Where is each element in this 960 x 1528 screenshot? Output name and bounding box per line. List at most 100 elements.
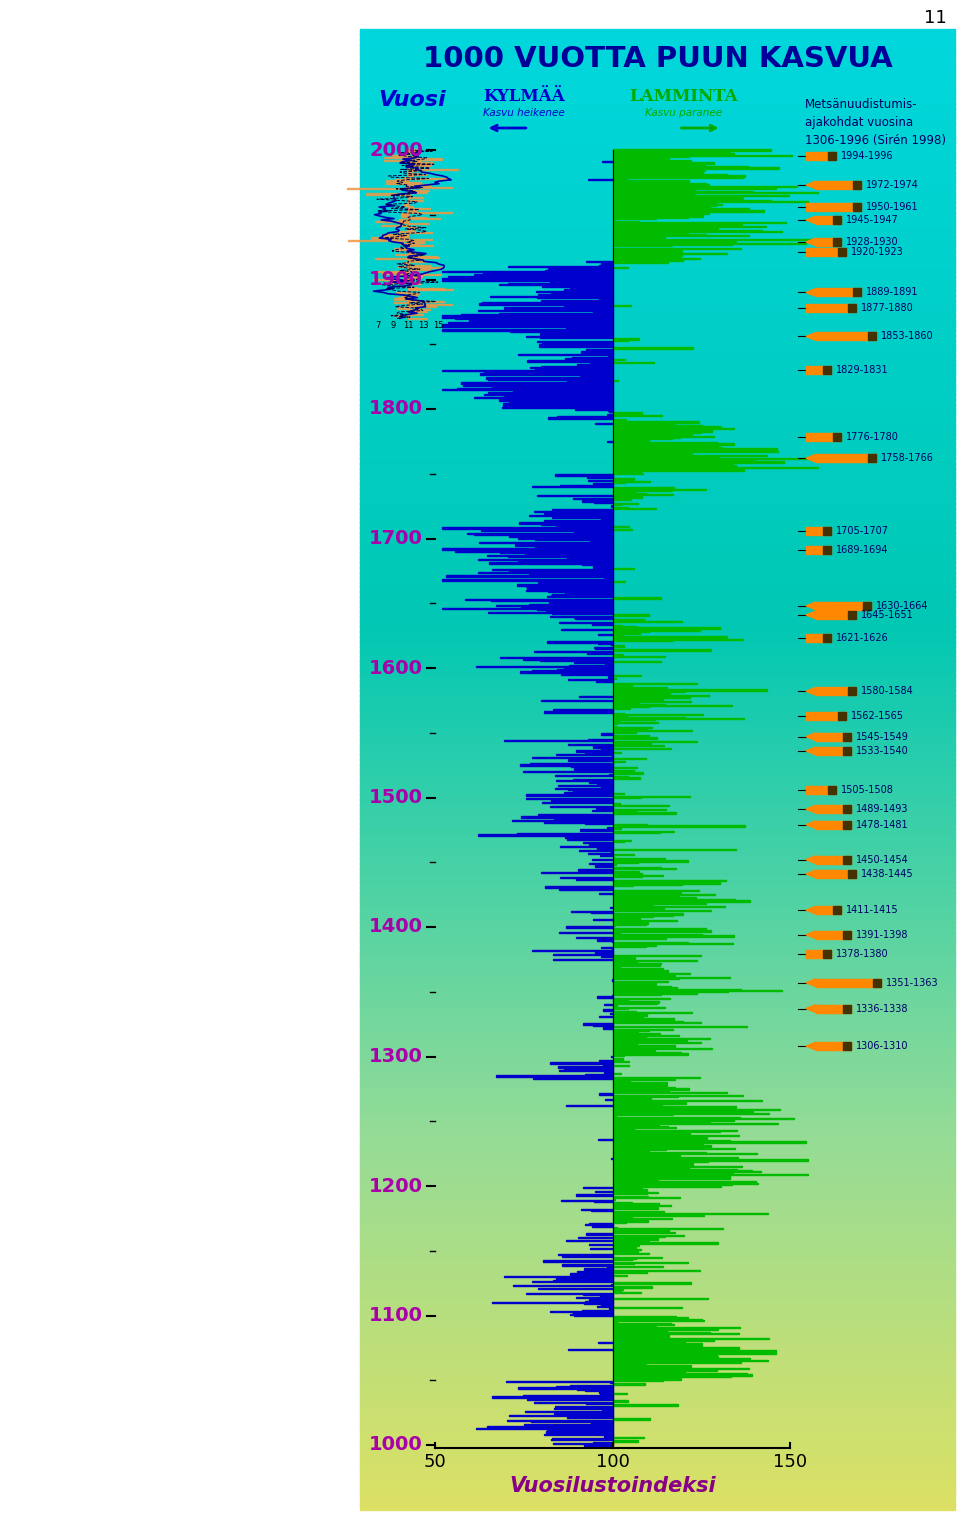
Bar [360,1484,955,1490]
Bar [360,1258,955,1264]
Polygon shape [806,821,816,828]
Bar [806,153,836,160]
Bar [848,304,856,312]
Bar [360,1277,955,1284]
Text: 1505-1508: 1505-1508 [841,785,894,795]
Text: 15: 15 [433,321,444,330]
Bar [360,611,955,617]
Bar [360,434,955,440]
Bar [360,1045,955,1051]
Bar [360,562,955,568]
Bar [360,503,955,509]
Text: 1562-1565: 1562-1565 [851,711,904,721]
Bar [360,828,955,834]
Bar [806,434,841,442]
Bar [816,289,861,296]
Bar [360,976,955,983]
Bar [360,173,955,177]
Polygon shape [806,238,816,246]
Bar [360,246,955,252]
Bar [360,917,955,923]
Text: Kasvu paranee: Kasvu paranee [645,108,722,118]
Bar [360,571,955,578]
Text: KYLMÄÄ: KYLMÄÄ [483,89,564,105]
Bar [360,133,955,139]
Text: 1478-1481: 1478-1481 [856,819,908,830]
Bar [360,740,955,746]
Bar [360,759,955,766]
Bar [360,1041,955,1047]
Bar [360,122,955,128]
Bar [360,492,955,498]
Bar [806,527,831,535]
Bar [360,69,955,75]
Bar [360,1326,955,1332]
Bar [360,833,955,839]
Text: Vuosilustoindeksi: Vuosilustoindeksi [509,1476,716,1496]
Bar [360,330,955,336]
Bar [360,1158,955,1164]
Bar [360,53,955,60]
Bar [823,950,831,958]
Bar [360,764,955,770]
Text: 1391-1398: 1391-1398 [856,929,908,940]
Polygon shape [806,688,816,695]
Bar [360,1293,955,1297]
Bar [823,634,831,642]
Bar [360,636,955,642]
Text: 1545-1549: 1545-1549 [856,732,909,741]
Bar [838,712,846,720]
Polygon shape [806,931,816,938]
Bar [360,793,955,799]
Bar [360,64,955,69]
Bar [360,532,955,538]
Bar [360,394,955,400]
Bar [360,306,955,312]
Bar [360,474,955,478]
Text: 1500: 1500 [369,788,423,807]
Bar [360,222,955,228]
Bar [868,454,876,461]
Bar [360,902,955,908]
Bar [360,290,955,296]
Bar [360,1105,955,1111]
Bar [806,367,831,374]
Bar [360,1154,955,1160]
Bar [360,656,955,662]
Bar [360,458,955,465]
Bar [816,821,851,828]
Bar [360,237,955,241]
Bar [360,167,955,173]
Bar [360,1016,955,1022]
Bar [360,1229,955,1233]
Bar [360,498,955,504]
Polygon shape [806,1004,816,1013]
Bar [360,1178,955,1184]
Bar [360,226,955,232]
Text: 9: 9 [391,321,396,330]
Bar [360,186,955,193]
Bar [360,908,955,914]
Text: 1300: 1300 [370,1047,423,1067]
Bar [360,202,955,208]
Bar [360,981,955,987]
Bar [360,1010,955,1016]
Bar [360,538,955,542]
Bar [360,837,955,843]
Bar [360,957,955,963]
Bar [360,370,955,376]
Polygon shape [806,333,816,341]
Bar [360,251,955,257]
Bar [360,724,955,730]
Bar [360,241,955,248]
Bar [360,601,955,607]
Bar [360,98,955,104]
Polygon shape [806,1042,816,1050]
Polygon shape [806,805,816,813]
Bar [360,153,955,159]
Bar [360,883,955,888]
Bar [360,162,955,168]
Text: 1945-1947: 1945-1947 [846,215,899,225]
Bar [360,996,955,1002]
Bar [360,1375,955,1381]
